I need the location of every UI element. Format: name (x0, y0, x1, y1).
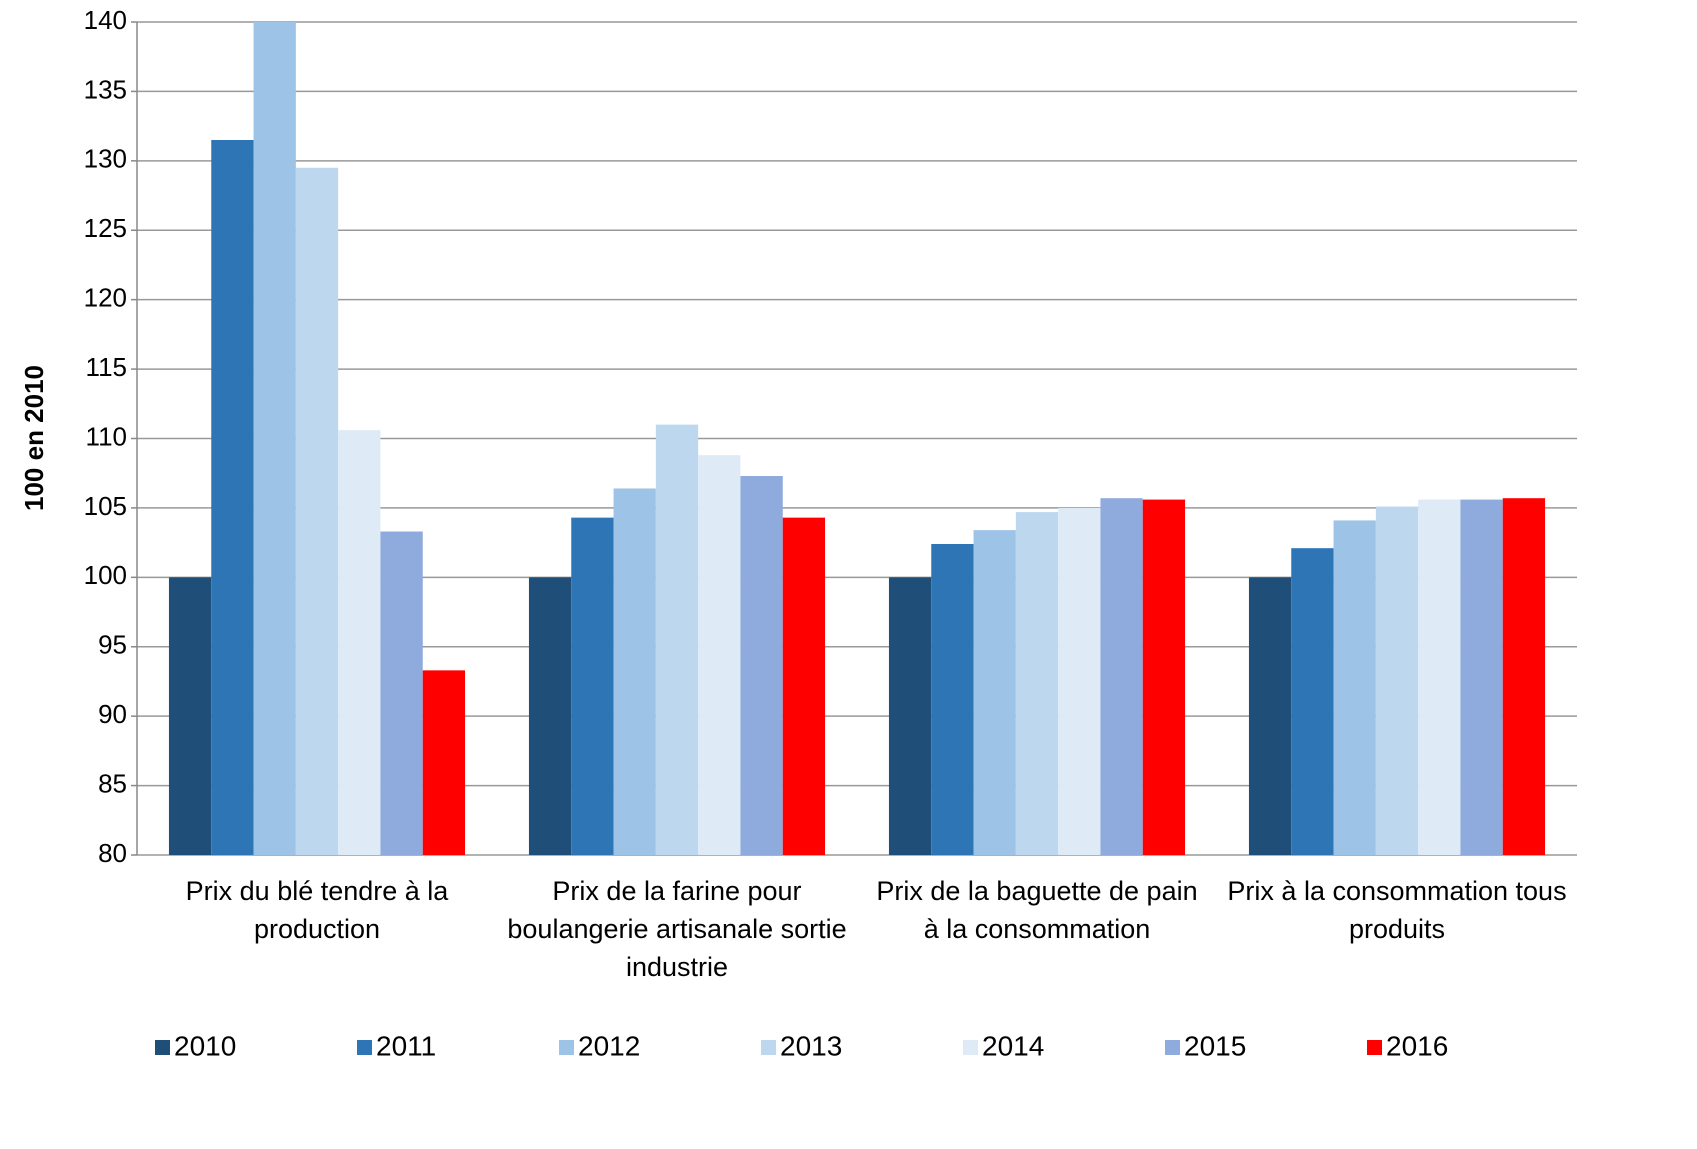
bar (1248, 577, 1292, 855)
legend-label: 2010 (174, 1030, 236, 1061)
bar (211, 140, 254, 856)
bar (422, 670, 466, 855)
legend-swatch (357, 1040, 372, 1055)
y-tick-label: 90 (98, 699, 127, 729)
bar (698, 455, 741, 855)
bar (571, 517, 614, 855)
legend-label: 2015 (1184, 1030, 1246, 1061)
y-tick-label: 125 (84, 213, 127, 243)
bar (1460, 499, 1503, 855)
bar (253, 22, 296, 855)
bar (1375, 506, 1419, 855)
legend-swatch (1165, 1040, 1180, 1055)
legend-swatch (761, 1040, 776, 1055)
bar (1333, 520, 1376, 855)
bar (973, 530, 1016, 855)
bar (1291, 548, 1334, 855)
y-tick-label: 80 (98, 838, 127, 868)
legend-label: 2011 (376, 1030, 436, 1061)
bar (613, 488, 656, 855)
x-tick-label: Prix de la farine pour boulangerie artis… (507, 876, 847, 982)
bar (168, 577, 212, 855)
y-tick-label: 140 (84, 5, 127, 35)
y-tick-label: 120 (84, 283, 127, 313)
bar (380, 531, 423, 855)
bar (1100, 498, 1143, 855)
y-tick-label: 135 (84, 74, 127, 104)
bar (931, 544, 974, 855)
y-tick-label: 85 (98, 768, 127, 798)
legend-swatch (963, 1040, 978, 1055)
y-tick-label: 100 (84, 560, 127, 590)
y-tick-label: 130 (84, 144, 127, 174)
legend-label: 2014 (982, 1030, 1044, 1061)
x-tick-label: Prix de la baguette de pain à la consomm… (876, 876, 1198, 944)
bar (1142, 499, 1186, 855)
bar (1015, 512, 1059, 855)
y-tick-label: 105 (84, 491, 127, 521)
bar (1418, 499, 1461, 855)
bar (338, 430, 381, 855)
legend-swatch (559, 1040, 574, 1055)
bar (1058, 507, 1101, 855)
bar (528, 577, 572, 855)
bar (295, 167, 339, 855)
bar (1502, 498, 1546, 855)
legend-swatch (1367, 1040, 1382, 1055)
legend-label: 2016 (1386, 1030, 1448, 1061)
y-tick-label: 95 (98, 630, 127, 660)
bar (740, 475, 783, 855)
legend-swatch (155, 1040, 170, 1055)
bar (888, 577, 932, 855)
x-tick-label: Prix du blé tendre à la production (185, 876, 449, 944)
y-axis-label: 100 en 2010 (19, 365, 49, 511)
bar (655, 424, 699, 855)
legend-label: 2012 (578, 1030, 640, 1061)
y-tick-label: 115 (86, 352, 127, 382)
bar (782, 517, 826, 855)
y-tick-label: 110 (86, 421, 127, 451)
x-tick-label: Prix à la consommation tous produits (1227, 876, 1567, 944)
legend-label: 2013 (780, 1030, 842, 1061)
